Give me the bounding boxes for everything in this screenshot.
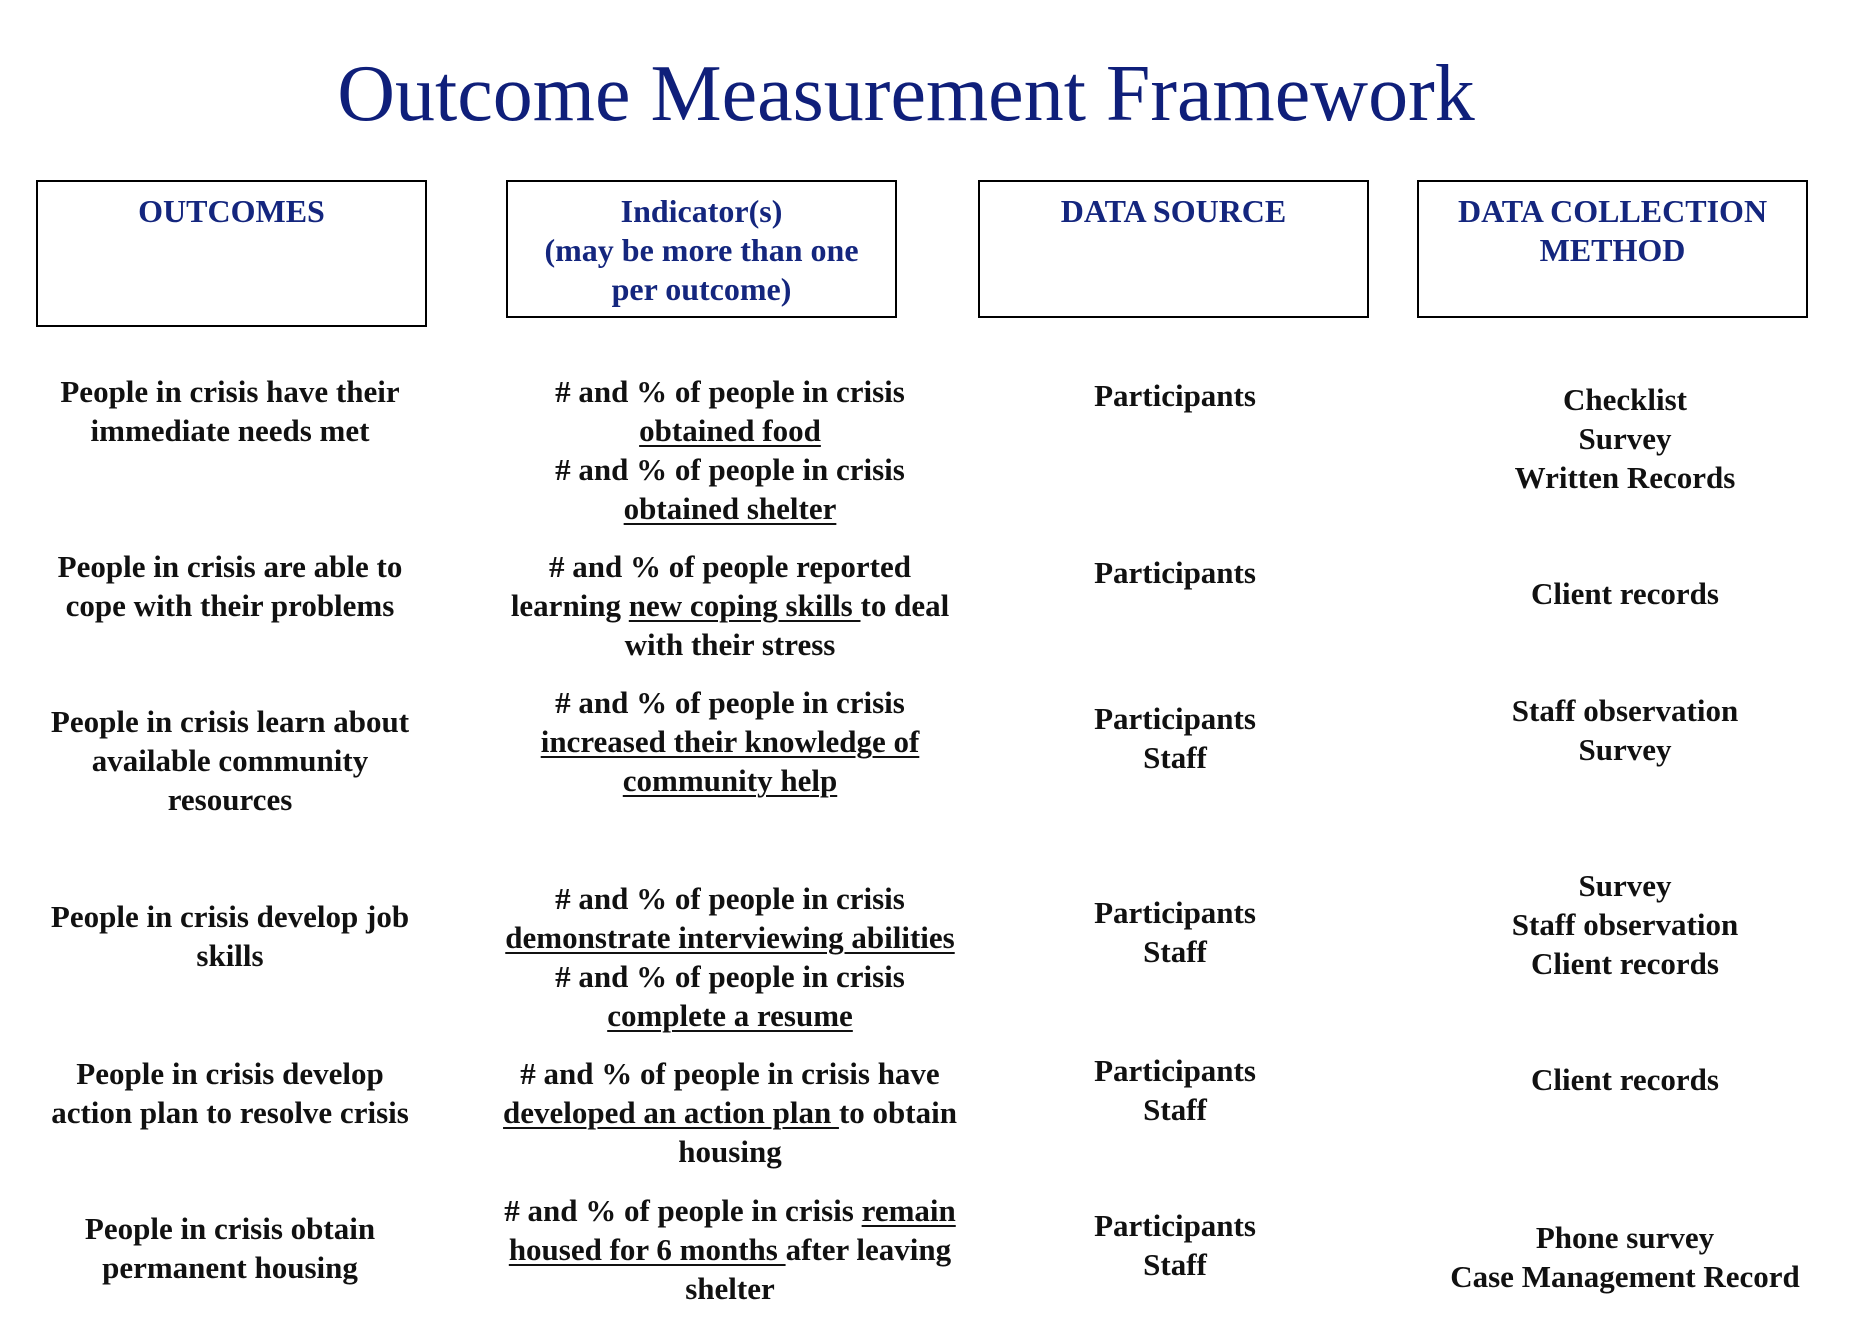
row-1-method-line-1: Checklist: [1563, 382, 1687, 417]
row-4-indicator-line-3: # and % of people in crisis: [555, 959, 905, 994]
row-4-method-line-3: Client records: [1531, 946, 1719, 981]
row-4-method: Survey Staff observation Client records: [1400, 866, 1850, 983]
row-2-indicator-line-1: # and % of people reported: [549, 549, 911, 584]
row-3-source-line-1: Participants: [1094, 701, 1256, 736]
row-6-source-line-2: Staff: [1143, 1247, 1207, 1282]
row-6-indicator-line-2: housed for 6 months after leaving: [508, 1232, 952, 1267]
row-2-outcome-line-2: cope with their problems: [65, 588, 395, 623]
row-1-source: Participants: [1050, 376, 1300, 415]
row-5-indicator-line-3: housing: [678, 1134, 782, 1169]
row-3-indicator-line-3: community help: [622, 763, 838, 798]
header-outcomes-label: OUTCOMES: [138, 193, 325, 229]
row-2-source-line-1: Participants: [1094, 555, 1256, 590]
row-4-outcome-line-2: skills: [196, 938, 264, 973]
row-5-outcome-line-2: action plan to resolve crisis: [51, 1095, 409, 1130]
header-data-source-label: DATA SOURCE: [1060, 193, 1287, 229]
row-5-outcome-line-1: People in crisis develop: [76, 1056, 384, 1091]
row-1-indicator-line-1: # and % of people in crisis: [555, 374, 905, 409]
row-6-method-line-1: Phone survey: [1535, 1220, 1715, 1255]
header-collection-method: DATA COLLECTION METHOD: [1417, 180, 1808, 318]
row-6-indicator-line-1: # and % of people in crisis remain: [504, 1193, 956, 1228]
row-1-method-line-2: Survey: [1578, 421, 1672, 456]
header-indicators: Indicator(s) (may be more than one per o…: [506, 180, 897, 318]
row-1-outcome: People in crisis have their immediate ne…: [30, 372, 430, 450]
row-1-source-line-1: Participants: [1094, 378, 1256, 413]
row-4-source-line-2: Staff: [1143, 934, 1207, 969]
row-5-source-line-2: Staff: [1143, 1092, 1207, 1127]
row-3-source-line-2: Staff: [1143, 740, 1207, 775]
header-data-source: DATA SOURCE: [978, 180, 1369, 318]
row-4-indicator: # and % of people in crisis demonstrate …: [470, 879, 990, 1035]
row-6-indicator-line-3: shelter: [685, 1271, 775, 1306]
row-1-indicator: # and % of people in crisis obtained foo…: [470, 372, 990, 528]
header-outcomes: OUTCOMES: [36, 180, 427, 327]
row-6-method: Phone survey Case Management Record: [1400, 1218, 1850, 1296]
row-1-indicator-line-3: # and % of people in crisis: [555, 452, 905, 487]
row-3-method: Staff observation Survey: [1400, 691, 1850, 769]
row-5-indicator-line-1: # and % of people in crisis have: [520, 1056, 940, 1091]
row-4-indicator-line-2: demonstrate interviewing abilities: [505, 920, 955, 955]
header-indicators-line-3: per outcome): [611, 271, 792, 307]
row-5-indicator-line-2: developed an action plan to obtain: [503, 1095, 957, 1130]
row-4-source-line-1: Participants: [1094, 895, 1256, 930]
row-2-method-line-1: Client records: [1531, 576, 1719, 611]
row-1-outcome-line-2: immediate needs met: [90, 413, 370, 448]
row-6-outcome-line-2: permanent housing: [102, 1250, 358, 1285]
row-3-indicator-line-1: # and % of people in crisis: [555, 685, 905, 720]
row-4-outcome-line-1: People in crisis develop job: [50, 899, 410, 934]
row-3-outcome-line-1: People in crisis learn about: [50, 704, 410, 739]
row-3-source: Participants Staff: [1050, 699, 1300, 777]
row-4-indicator-line-4: complete a resume: [607, 998, 853, 1033]
row-4-method-line-2: Staff observation: [1511, 907, 1739, 942]
row-6-indicator: # and % of people in crisis remain house…: [470, 1191, 990, 1308]
row-2-indicator-line-2: learning new coping skills to deal: [510, 588, 950, 623]
row-3-outcome: People in crisis learn about available c…: [30, 702, 430, 819]
row-2-indicator: # and % of people reported learning new …: [470, 547, 990, 664]
row-3-outcome-line-3: resources: [167, 782, 293, 817]
row-2-outcome-line-1: People in crisis are able to: [57, 549, 403, 584]
row-3-indicator-line-2: increased their knowledge of: [540, 724, 920, 759]
row-1-indicator-line-4: obtained shelter: [623, 491, 837, 526]
row-2-indicator-line-3: with their stress: [624, 627, 836, 662]
row-4-outcome: People in crisis develop job skills: [30, 897, 430, 975]
row-3-method-line-1: Staff observation: [1511, 693, 1739, 728]
row-6-outcome-line-1: People in crisis obtain: [84, 1211, 376, 1246]
row-5-method: Client records: [1400, 1060, 1850, 1099]
header-collection-method-line-2: METHOD: [1539, 232, 1686, 268]
header-collection-method-line-1: DATA COLLECTION: [1457, 193, 1768, 229]
row-3-indicator: # and % of people in crisis increased th…: [470, 683, 990, 800]
row-2-source: Participants: [1050, 553, 1300, 592]
header-indicators-line-1: Indicator(s): [620, 193, 783, 229]
row-1-indicator-line-2: obtained food: [639, 413, 821, 448]
row-1-method-line-3: Written Records: [1514, 460, 1736, 495]
row-6-source: Participants Staff: [1050, 1206, 1300, 1284]
header-indicators-line-2: (may be more than one: [544, 232, 859, 268]
row-6-method-line-2: Case Management Record: [1450, 1259, 1800, 1294]
row-5-outcome: People in crisis develop action plan to …: [30, 1054, 430, 1132]
row-3-method-line-2: Survey: [1578, 732, 1672, 767]
row-1-method: Checklist Survey Written Records: [1400, 380, 1850, 497]
row-4-method-line-1: Survey: [1578, 868, 1672, 903]
row-1-outcome-line-1: People in crisis have their: [60, 374, 400, 409]
row-4-source: Participants Staff: [1050, 893, 1300, 971]
row-5-method-line-1: Client records: [1531, 1062, 1719, 1097]
row-2-outcome: People in crisis are able to cope with t…: [30, 547, 430, 625]
row-3-outcome-line-2: available community: [91, 743, 369, 778]
page-title: Outcome Measurement Framework: [337, 50, 1475, 138]
row-2-method: Client records: [1400, 574, 1850, 613]
row-5-indicator: # and % of people in crisis have develop…: [470, 1054, 990, 1171]
row-4-indicator-line-1: # and % of people in crisis: [555, 881, 905, 916]
row-6-source-line-1: Participants: [1094, 1208, 1256, 1243]
row-6-outcome: People in crisis obtain permanent housin…: [30, 1209, 430, 1287]
row-5-source-line-1: Participants: [1094, 1053, 1256, 1088]
row-5-source: Participants Staff: [1050, 1051, 1300, 1129]
